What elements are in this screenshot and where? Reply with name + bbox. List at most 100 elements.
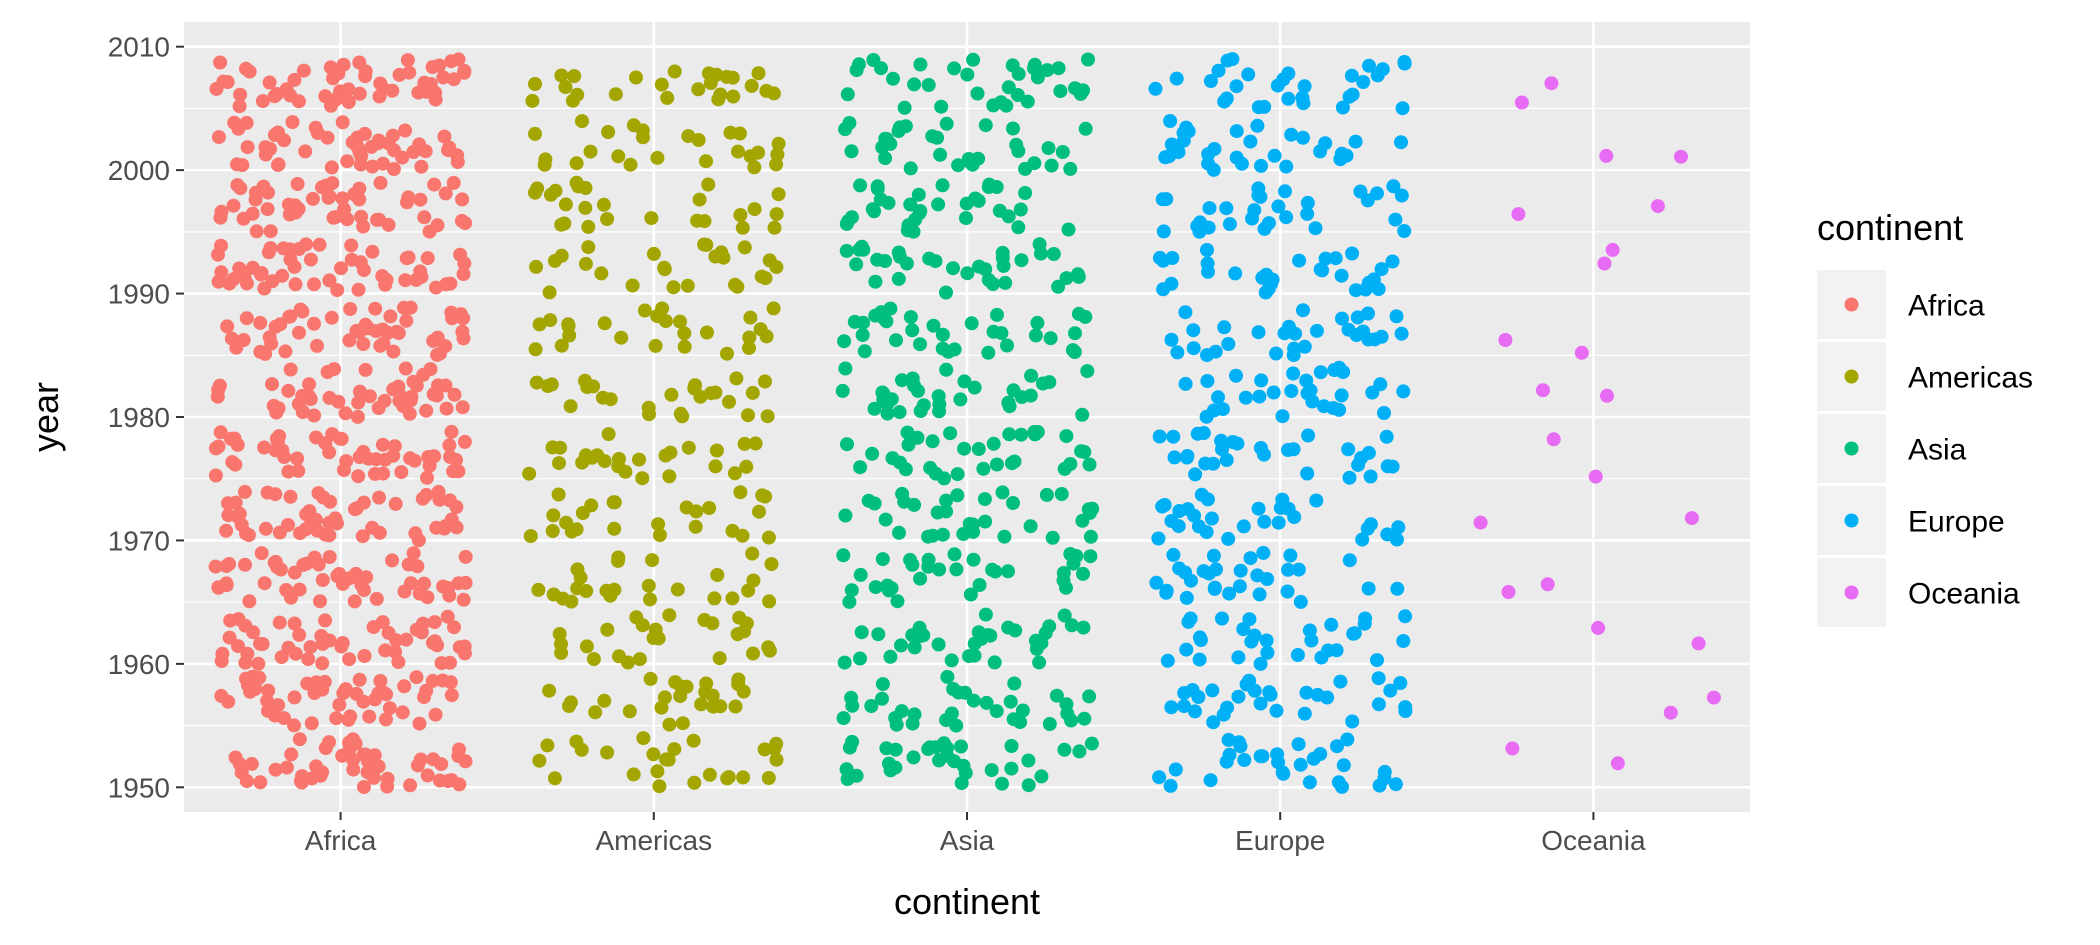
data-point — [708, 385, 723, 400]
data-point — [876, 386, 891, 401]
data-point — [439, 401, 454, 416]
data-point — [839, 243, 854, 258]
data-point — [1152, 770, 1167, 785]
data-point — [278, 344, 293, 359]
data-point — [995, 776, 1009, 791]
data-point — [1291, 562, 1306, 577]
data-point — [1318, 136, 1333, 151]
data-point — [302, 377, 317, 392]
data-point — [1172, 504, 1187, 518]
data-point — [905, 371, 920, 386]
y-tick-label: 1950 — [108, 772, 170, 803]
data-point — [1691, 636, 1706, 651]
data-point — [916, 398, 931, 413]
data-point — [1186, 323, 1201, 338]
data-point — [304, 716, 319, 731]
data-point — [1287, 510, 1302, 525]
data-point — [643, 592, 657, 607]
data-point — [1379, 429, 1394, 444]
x-axis: Africa Americas Asia Europe Oceania — [305, 812, 1646, 856]
data-point — [995, 245, 1010, 260]
data-point — [611, 149, 626, 164]
data-point — [1043, 331, 1058, 346]
data-point — [413, 752, 428, 767]
data-point — [558, 80, 573, 94]
data-point — [1267, 148, 1282, 163]
data-point — [346, 732, 360, 747]
data-point — [1009, 137, 1024, 152]
data-point — [743, 310, 758, 325]
data-point — [458, 549, 473, 564]
data-point — [986, 436, 1001, 451]
data-point — [221, 508, 236, 523]
data-point — [546, 587, 561, 602]
legend-label: Africa — [1908, 290, 1985, 323]
data-point — [1177, 699, 1192, 714]
data-point — [1275, 492, 1290, 507]
data-point — [235, 158, 250, 173]
data-point — [1156, 224, 1171, 239]
data-point — [1231, 689, 1246, 704]
data-point — [1271, 199, 1286, 214]
data-point — [845, 734, 860, 749]
data-point — [932, 562, 947, 577]
data-point — [769, 752, 784, 767]
data-point — [959, 211, 973, 226]
data-point — [885, 451, 900, 466]
data-point — [949, 562, 964, 577]
data-point — [632, 452, 646, 467]
data-point — [1221, 337, 1236, 351]
data-point — [771, 187, 786, 202]
data-point — [635, 618, 650, 633]
data-point — [1011, 66, 1026, 81]
data-point — [1200, 374, 1215, 388]
data-point — [875, 552, 890, 567]
data-point — [957, 441, 972, 456]
data-point — [569, 175, 584, 190]
data-point — [358, 64, 373, 79]
data-point — [440, 609, 455, 624]
data-point — [211, 130, 226, 145]
data-point — [1152, 250, 1167, 265]
data-point — [238, 655, 253, 670]
data-point — [1021, 753, 1036, 768]
data-point — [1383, 683, 1398, 698]
data-point — [260, 485, 275, 500]
data-point — [1501, 585, 1516, 599]
data-point — [1078, 121, 1093, 136]
data-point — [1068, 326, 1082, 341]
data-point — [379, 712, 393, 727]
data-point — [1279, 210, 1294, 225]
data-point — [601, 125, 616, 139]
data-point — [352, 325, 367, 340]
data-point — [1200, 256, 1215, 271]
data-point — [375, 269, 390, 284]
data-point — [540, 738, 555, 753]
data-point — [855, 328, 870, 342]
data-point — [730, 627, 745, 642]
data-point — [976, 461, 991, 476]
data-point — [1370, 653, 1384, 668]
data-point — [1155, 192, 1170, 207]
data-point — [981, 272, 996, 287]
y-tick-label: 2010 — [108, 32, 170, 63]
data-point — [1371, 697, 1386, 712]
data-point — [1196, 564, 1211, 579]
data-point — [240, 140, 255, 155]
data-point — [441, 581, 456, 595]
data-point — [1063, 161, 1078, 176]
data-point — [970, 86, 985, 101]
data-point — [939, 362, 954, 377]
data-point — [1514, 95, 1529, 110]
data-point — [586, 652, 601, 667]
data-point — [369, 591, 384, 606]
data-point — [1028, 633, 1043, 648]
data-point — [1041, 141, 1056, 156]
data-point — [1599, 148, 1614, 163]
data-point — [840, 87, 855, 102]
legend-label: Asia — [1908, 434, 1967, 467]
data-point — [287, 565, 302, 580]
data-point — [404, 576, 418, 591]
data-point — [1011, 220, 1026, 235]
data-point — [1006, 496, 1020, 510]
